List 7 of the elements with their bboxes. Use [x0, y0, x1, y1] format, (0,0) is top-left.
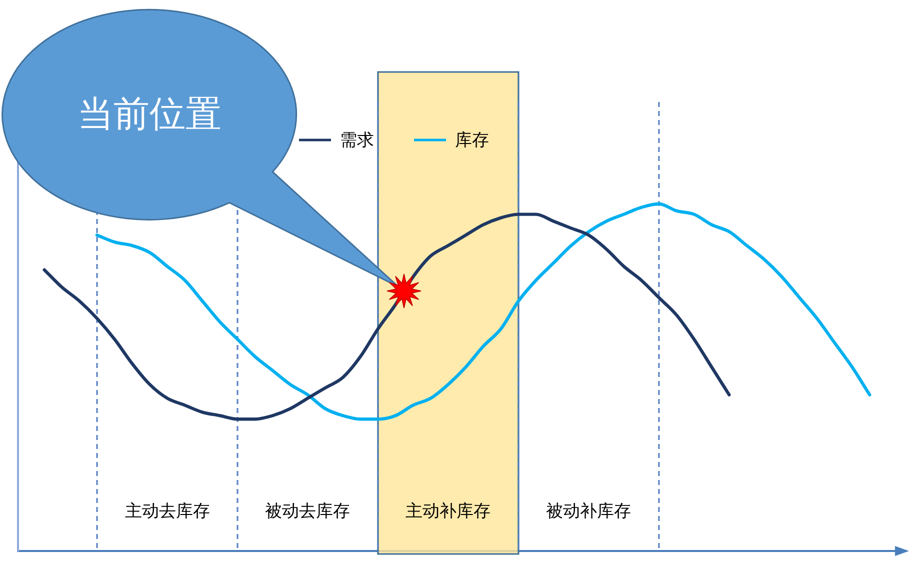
x-tick-label: 被动补库存: [546, 501, 632, 522]
text: 当前位置: [77, 94, 222, 135]
legend-label: 需求: [340, 130, 374, 150]
x-tick-label: 主动补库存: [406, 501, 491, 522]
legend-label: 库存: [455, 130, 489, 150]
x-tick-label: 主动去库存: [124, 501, 210, 522]
x-tick-label: 被动去库存: [265, 501, 350, 522]
